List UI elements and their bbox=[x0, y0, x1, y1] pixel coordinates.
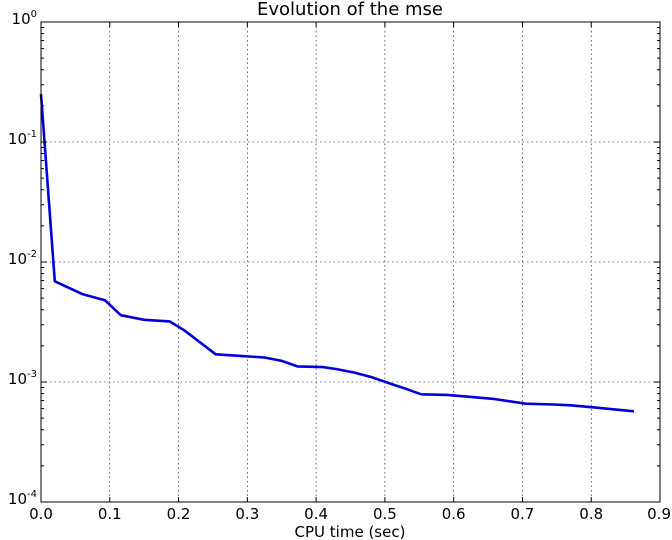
x-tick-label: 0.7 bbox=[511, 505, 535, 523]
plot-frame bbox=[40, 21, 661, 503]
y-tick-label: 10-3 bbox=[8, 369, 37, 388]
y-tick-label: 10-2 bbox=[8, 249, 37, 268]
x-tick-label: 0.9 bbox=[647, 505, 671, 523]
y-tick-label: 10-4 bbox=[8, 489, 37, 508]
series-group bbox=[39, 94, 635, 413]
x-tick-label: 0.3 bbox=[235, 505, 259, 523]
x-tick-label: 0.4 bbox=[304, 505, 328, 523]
chart-title: Evolution of the mse bbox=[257, 0, 443, 20]
tick-marks bbox=[40, 21, 661, 503]
grid bbox=[41, 22, 660, 502]
y-tick-label: 10-1 bbox=[8, 129, 37, 148]
x-axis-label: CPU time (sec) bbox=[295, 523, 406, 540]
x-tick-label: 0.5 bbox=[373, 505, 397, 523]
x-tick-labels: 0.0 0.1 0.2 0.3 0.4 0.5 0.6 0.7 0.8 0.9 bbox=[29, 505, 671, 523]
x-tick-label: 0.6 bbox=[442, 505, 466, 523]
y-tick-labels: 100 10-1 10-2 10-3 10-4 bbox=[8, 9, 37, 508]
x-tick-label: 0.2 bbox=[167, 505, 191, 523]
mse-series-line bbox=[39, 94, 635, 413]
y-tick-label: 100 bbox=[12, 9, 37, 28]
x-tick-label: 0.0 bbox=[29, 505, 53, 523]
x-tick-label: 0.8 bbox=[579, 505, 603, 523]
x-tick-label: 0.1 bbox=[98, 505, 122, 523]
